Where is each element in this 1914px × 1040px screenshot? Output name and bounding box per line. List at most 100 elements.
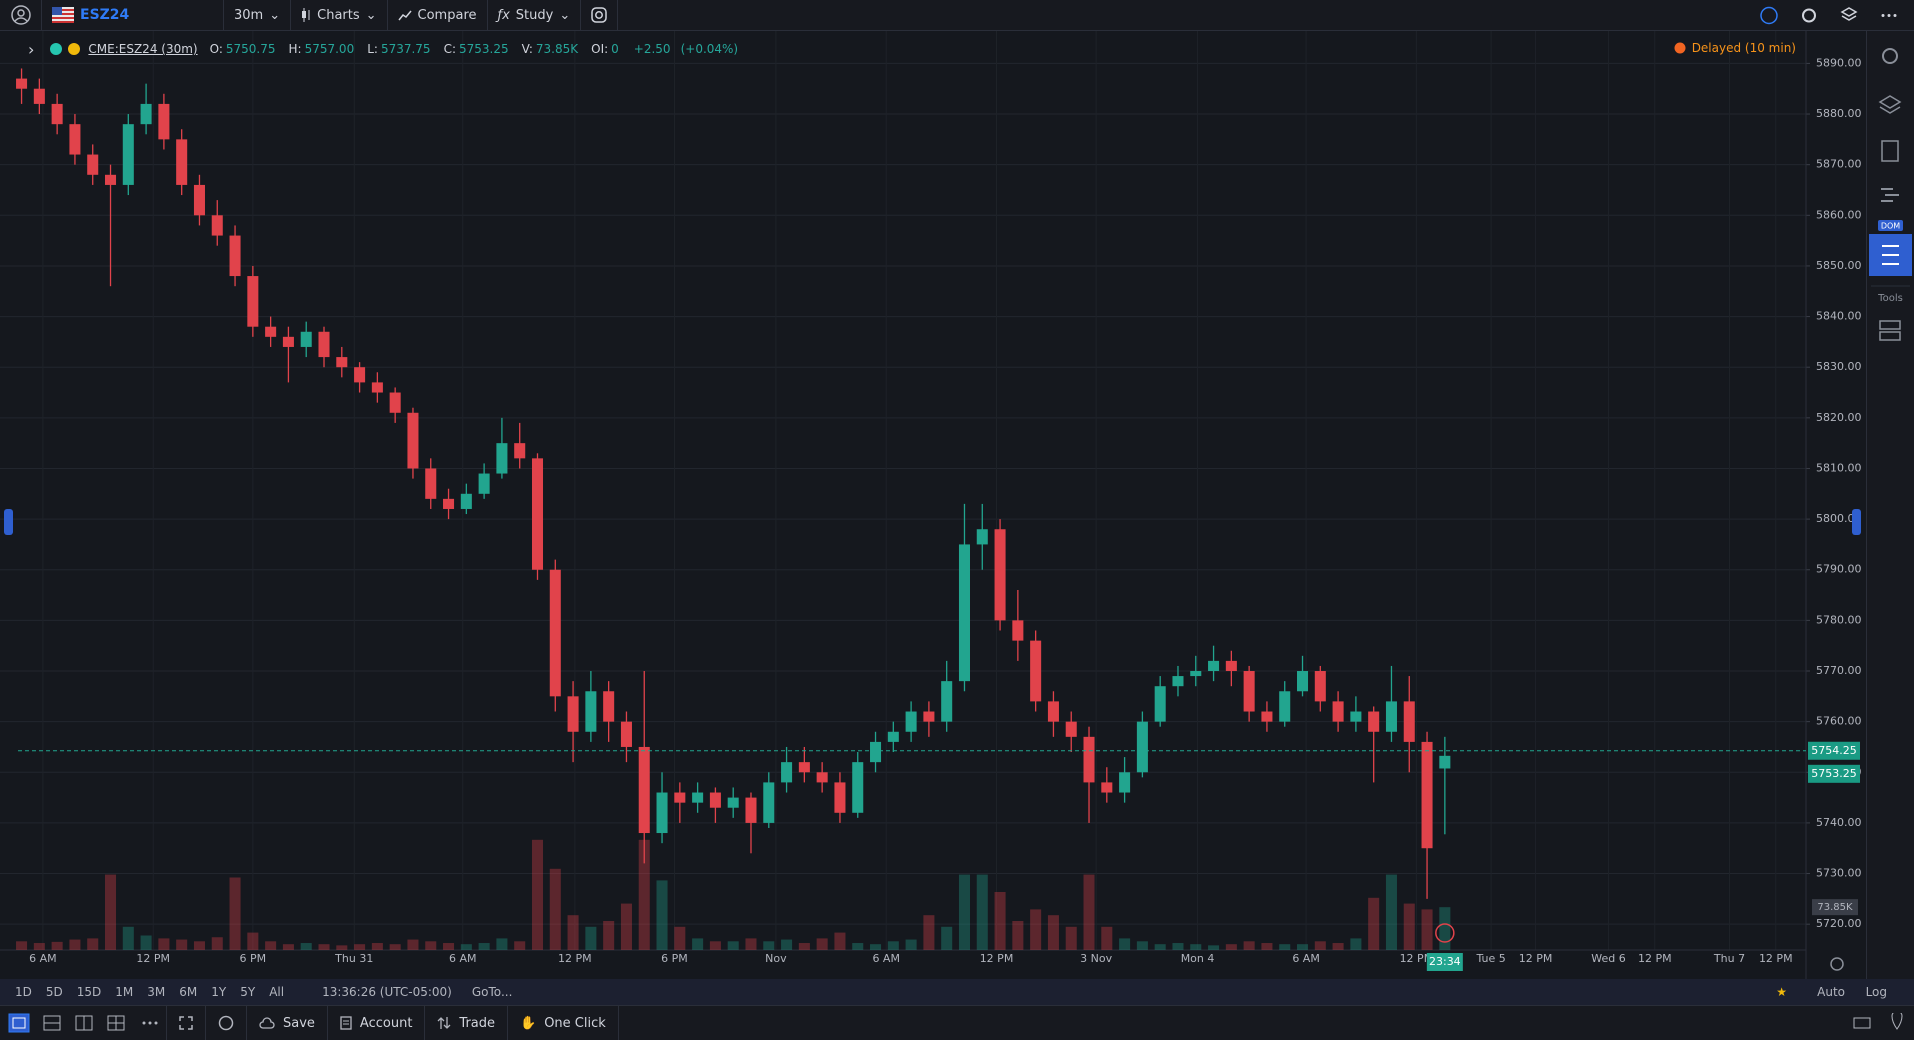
volume-bar (1119, 938, 1131, 950)
range-button[interactable]: 3M (147, 985, 166, 999)
help-icon[interactable] (1760, 6, 1778, 25)
range-button[interactable]: 6M (179, 985, 198, 999)
volume-bar (1279, 944, 1291, 950)
axis-settings[interactable] (1830, 957, 1844, 971)
notes-icon[interactable] (1881, 140, 1899, 162)
volume-bar (905, 939, 917, 950)
volume-bar (460, 944, 472, 950)
favorite-icon[interactable]: ★ (1776, 985, 1787, 999)
legend-change: +2.50 (633, 42, 671, 56)
chevron: ⌄ (269, 7, 281, 23)
legend-field-label: C: (443, 42, 456, 56)
candle-body (1101, 782, 1113, 793)
candle-body (923, 711, 935, 722)
legend-field-value: 0 (611, 42, 619, 56)
x-tick-label: 12 PM (136, 952, 170, 965)
volume-bar (1172, 943, 1184, 950)
more-icon[interactable] (1881, 14, 1885, 17)
legend-field-label: V: (521, 42, 533, 56)
candle-body (1190, 671, 1202, 677)
layers-icon[interactable] (1878, 95, 1902, 114)
legend-symbol[interactable]: CME:ESZ24 (30m) (88, 42, 198, 56)
layout-single[interactable] (8, 1013, 30, 1033)
candle-body (1421, 741, 1433, 849)
expand-chevron[interactable]: › (28, 39, 35, 59)
range-button[interactable]: 1M (115, 985, 134, 999)
range-button[interactable]: 1Y (211, 985, 227, 999)
volume-bar (1136, 941, 1148, 950)
charts-button[interactable]: Charts ⌄ (291, 0, 388, 31)
compare-button[interactable]: Compare (388, 0, 488, 31)
right-handle[interactable] (1852, 509, 1861, 535)
range-button[interactable]: 5D (45, 985, 63, 999)
one-click-button[interactable]: ✋ One Click (508, 1005, 619, 1040)
keyboard-icon[interactable] (1853, 1017, 1871, 1029)
ladder-icon[interactable] (1881, 188, 1899, 202)
volume-bar (763, 941, 775, 950)
theme-button[interactable] (206, 1005, 247, 1040)
candle-body (709, 792, 721, 808)
candle-body (816, 772, 828, 783)
profile-button[interactable] (0, 0, 42, 31)
candle-body (229, 235, 241, 277)
interval-button[interactable]: 30m ⌄ (224, 0, 292, 31)
layers-icon[interactable] (1840, 7, 1858, 21)
candle-body (852, 762, 864, 813)
bulb-icon[interactable] (1891, 1013, 1903, 1030)
settings-icon[interactable] (1802, 8, 1816, 23)
volume-bar (336, 945, 348, 950)
legend-change-pct: (+0.04%) (680, 42, 739, 56)
volume-bar (300, 943, 312, 950)
volume-bar (1403, 903, 1415, 950)
save-button[interactable]: Save (247, 1005, 328, 1040)
fullscreen-button[interactable] (167, 1005, 206, 1040)
log-button[interactable]: Log (1865, 985, 1887, 999)
account-button[interactable]: Account (328, 1005, 426, 1040)
candle-body (496, 443, 508, 474)
x-tick-label: 12 PM (1519, 952, 1553, 965)
x-tick-label: 6 AM (29, 952, 57, 965)
volume-bar (1385, 874, 1397, 950)
range-button[interactable]: All (269, 985, 285, 999)
x-tick-label: 12 PM (1759, 952, 1793, 965)
candle-body (1065, 721, 1077, 737)
y-tick-label: 5730.00 (1816, 867, 1862, 880)
left-handle[interactable] (4, 509, 13, 535)
candle-body (1208, 660, 1220, 672)
chevron: ⌄ (365, 7, 377, 23)
settings-icon[interactable] (1882, 48, 1898, 64)
more-icon (1887, 14, 1891, 17)
status-text: Delayed (10 min) (1691, 41, 1796, 55)
range-button[interactable]: 5Y (240, 985, 256, 999)
candle-body (1083, 736, 1095, 783)
candle-body (763, 782, 775, 823)
volume-bar (620, 903, 632, 950)
volume-bar (1314, 941, 1326, 950)
tools-icon[interactable] (1879, 320, 1901, 330)
candle-body (870, 741, 882, 763)
auto-button[interactable]: Auto (1817, 985, 1845, 999)
candle-body (104, 174, 117, 185)
volume-label: 73.85K (1817, 902, 1853, 913)
volume-bar (1083, 874, 1095, 950)
candle-body (69, 124, 81, 155)
y-tick-label: 5800.00 (1816, 512, 1862, 525)
snapshot-button[interactable] (581, 0, 619, 31)
symbol-button[interactable]: ESZ24 (42, 0, 224, 31)
bottom-right-icons (1853, 1013, 1903, 1030)
goto-button[interactable]: GoTo... (471, 985, 513, 999)
volume-bar (16, 941, 28, 950)
x-tick-label: 12 PM (1400, 952, 1434, 965)
study-button[interactable]: ƒx Study ⌄ (488, 0, 582, 31)
candle-body (1403, 701, 1415, 742)
y-tick-label: 5860.00 (1816, 208, 1862, 221)
volume-bar (585, 926, 597, 950)
trade-button[interactable]: Trade (425, 1005, 509, 1040)
range-button[interactable]: 15D (76, 985, 102, 999)
range-button[interactable]: 1D (15, 985, 32, 999)
candle-body (692, 792, 704, 803)
candle-body (1439, 755, 1451, 769)
candle-body (905, 711, 917, 732)
candle-body (265, 326, 277, 337)
candle-body (941, 681, 953, 722)
